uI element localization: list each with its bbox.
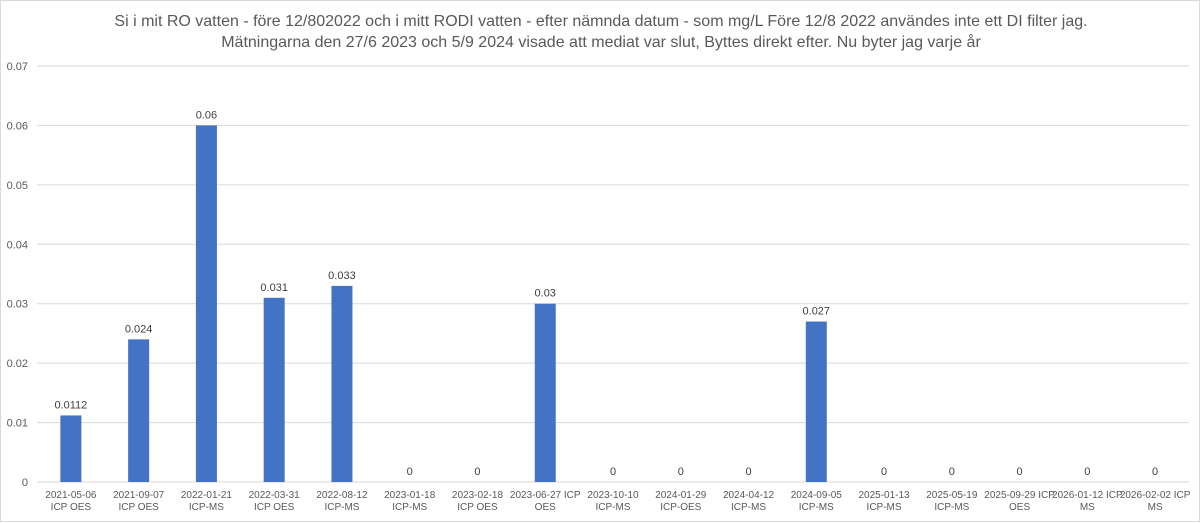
- x-category-label: 2023-01-18: [384, 490, 436, 501]
- x-category-label: ICP OES: [254, 502, 295, 513]
- x-category-label: OES: [535, 502, 556, 513]
- data-label: 0.027: [803, 306, 831, 318]
- x-category-label: ICP OES: [457, 502, 498, 513]
- data-label: 0: [1084, 466, 1090, 478]
- y-tick-label: 0.02: [7, 358, 28, 370]
- x-category-label: 2024-09-05: [791, 490, 843, 501]
- data-label: 0: [881, 466, 887, 478]
- x-category-label: 2026-01-12 ICP: [1052, 490, 1123, 501]
- x-category-label: ICP-MS: [934, 502, 969, 513]
- y-tick-label: 0: [22, 477, 28, 489]
- x-category-label: 2021-05-06: [45, 490, 97, 501]
- x-category-label: ICP OES: [51, 502, 92, 513]
- x-category-label: 2022-08-12: [316, 490, 368, 501]
- data-label: 0.024: [125, 323, 153, 335]
- x-category-label: 2023-02-18: [452, 490, 504, 501]
- bar: [805, 321, 827, 482]
- x-category-label: ICP OES: [118, 502, 159, 513]
- bar: [534, 303, 556, 482]
- data-label: 0: [407, 466, 413, 478]
- x-category-label: 2022-01-21: [181, 490, 233, 501]
- y-tick-label: 0.04: [7, 239, 28, 251]
- x-category-label: 2024-01-29: [655, 490, 707, 501]
- data-label: 0: [610, 466, 616, 478]
- data-label: 0.0112: [54, 399, 87, 411]
- data-label: 0: [678, 466, 684, 478]
- bar: [331, 285, 353, 482]
- y-tick-label: 0.07: [7, 61, 28, 73]
- y-tick-label: 0.03: [7, 299, 28, 311]
- x-category-label: ICP-MS: [392, 502, 427, 513]
- chart-title-line-2: Mätningarna den 27/6 2023 och 5/9 2024 v…: [221, 34, 981, 51]
- x-category-label: ICP-MS: [189, 502, 224, 513]
- data-label: 0.031: [260, 282, 288, 294]
- data-label: 0: [949, 466, 955, 478]
- bar: [263, 297, 285, 482]
- data-label: 0.03: [535, 288, 556, 300]
- x-category-label: 2021-09-07: [113, 490, 165, 501]
- data-label: 0: [474, 466, 480, 478]
- x-category-label: 2025-01-13: [858, 490, 910, 501]
- x-category-label: 2025-05-19: [926, 490, 978, 501]
- chart-title: Si i mit RO vatten - före 12/802022 och …: [1, 11, 1200, 53]
- data-label: 0.06: [196, 109, 217, 121]
- x-category-label: ICP-MS: [324, 502, 359, 513]
- y-tick-label: 0.01: [7, 418, 28, 430]
- data-label: 0: [1017, 466, 1023, 478]
- x-category-label: 2023-10-10: [587, 490, 639, 501]
- x-category-label: ICP-OES: [660, 502, 701, 513]
- bar: [128, 339, 150, 482]
- data-label: 0: [1152, 466, 1158, 478]
- x-category-label: 2025-09-29 ICP: [984, 490, 1055, 501]
- y-tick-label: 0.05: [7, 180, 28, 192]
- chart-title-line-1: Si i mit RO vatten - före 12/802022 och …: [114, 13, 1088, 30]
- x-category-label: 2023-06-27 ICP: [510, 490, 581, 501]
- x-category-label: 2022-03-31: [249, 490, 301, 501]
- x-category-label: 2026-02-02 ICP: [1120, 490, 1191, 501]
- x-category-label: OES: [1009, 502, 1030, 513]
- x-category-label: ICP-MS: [867, 502, 902, 513]
- data-label: 0.033: [328, 270, 356, 282]
- x-category-label: MS: [1148, 502, 1163, 513]
- bar: [195, 125, 217, 482]
- bar: [60, 415, 82, 482]
- y-tick-label: 0.06: [7, 120, 28, 132]
- x-category-label: 2024-04-12: [723, 490, 775, 501]
- x-category-label: MS: [1080, 502, 1095, 513]
- x-category-label: ICP-MS: [596, 502, 631, 513]
- x-category-label: ICP-MS: [731, 502, 766, 513]
- x-category-label: ICP-MS: [799, 502, 834, 513]
- data-label: 0: [745, 466, 751, 478]
